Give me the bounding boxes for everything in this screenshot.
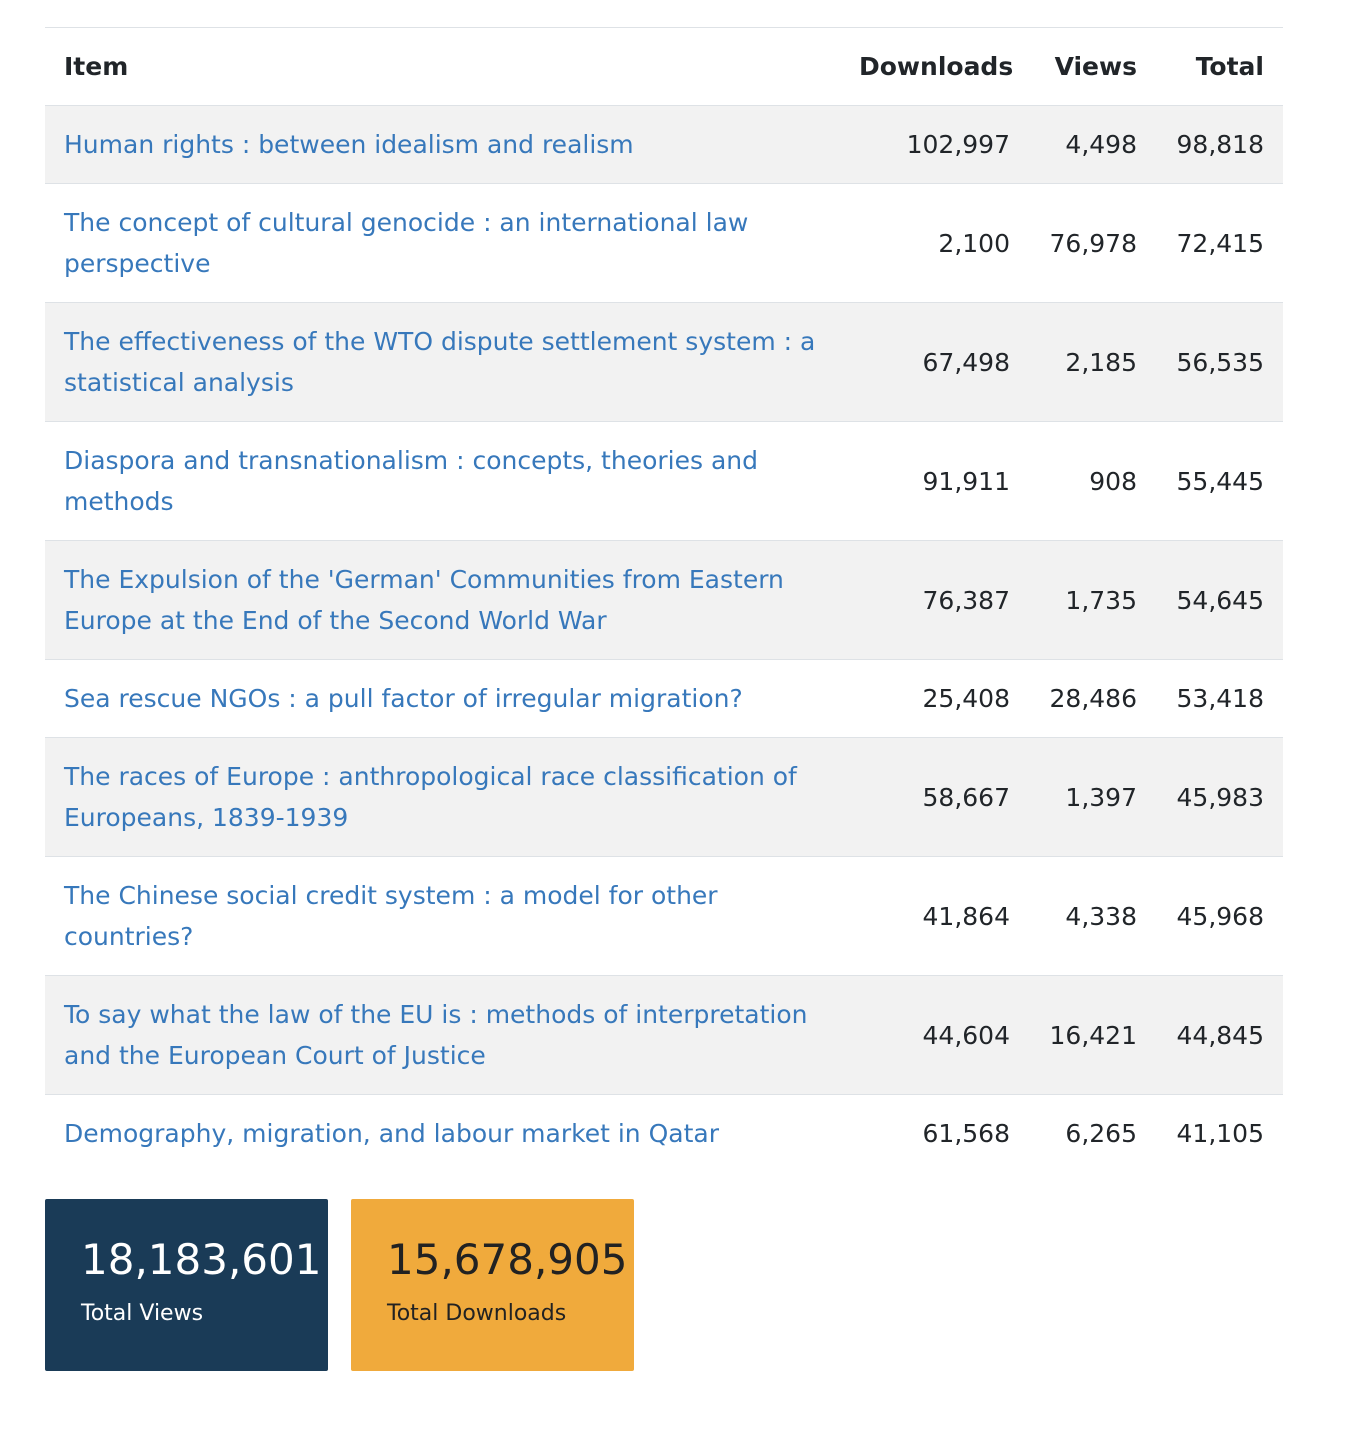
item-cell: The concept of cultural genocide : an in… <box>45 183 840 303</box>
downloads-cell: 61,568 <box>840 1094 1029 1172</box>
item-cell: The effectiveness of the WTO dispute set… <box>45 302 840 422</box>
total-views-value: 18,183,601 <box>81 1235 322 1284</box>
item-cell: To say what the law of the EU is : metho… <box>45 975 840 1095</box>
summary-cards: 18,183,601 Total Views 15,678,905 Total … <box>45 1199 634 1371</box>
item-title-link[interactable]: The races of Europe : anthropological ra… <box>64 762 797 832</box>
table-row: The races of Europe : anthropological ra… <box>45 737 1283 857</box>
item-title-link[interactable]: Diaspora and transnationalism : concepts… <box>64 446 758 516</box>
total-cell: 53,418 <box>1156 659 1283 738</box>
views-cell: 1,735 <box>1029 540 1156 660</box>
item-title-link[interactable]: Sea rescue NGOs : a pull factor of irreg… <box>64 684 743 713</box>
item-cell: The races of Europe : anthropological ra… <box>45 737 840 857</box>
item-title-link[interactable]: The Expulsion of the 'German' Communitie… <box>64 565 784 635</box>
table-row: Demography, migration, and labour market… <box>45 1094 1283 1172</box>
item-title-link[interactable]: The Chinese social credit system : a mod… <box>64 881 718 951</box>
total-cell: 44,845 <box>1156 975 1283 1095</box>
views-cell: 908 <box>1029 421 1156 541</box>
item-title-link[interactable]: To say what the law of the EU is : metho… <box>64 1000 808 1070</box>
table-row: Sea rescue NGOs : a pull factor of irreg… <box>45 659 1283 738</box>
table-row: The Chinese social credit system : a mod… <box>45 856 1283 976</box>
table-row: The Expulsion of the 'German' Communitie… <box>45 540 1283 660</box>
item-cell: Human rights : between idealism and real… <box>45 105 840 184</box>
column-header-downloads: Downloads <box>840 27 1029 106</box>
downloads-cell: 44,604 <box>840 975 1029 1095</box>
total-downloads-label: Total Downloads <box>387 1301 567 1326</box>
item-cell: The Expulsion of the 'German' Communitie… <box>45 540 840 660</box>
downloads-cell: 25,408 <box>840 659 1029 738</box>
total-cell: 45,983 <box>1156 737 1283 857</box>
stats-table: Item Downloads Views Total Human rights … <box>45 27 1283 1172</box>
total-downloads-card: 15,678,905 Total Downloads <box>351 1199 634 1371</box>
total-views-label: Total Views <box>81 1301 204 1326</box>
downloads-cell: 67,498 <box>840 302 1029 422</box>
item-title-link[interactable]: Human rights : between idealism and real… <box>64 130 634 159</box>
total-cell: 72,415 <box>1156 183 1283 303</box>
views-cell: 2,185 <box>1029 302 1156 422</box>
total-cell: 45,968 <box>1156 856 1283 976</box>
downloads-cell: 91,911 <box>840 421 1029 541</box>
table-row: To say what the law of the EU is : metho… <box>45 975 1283 1095</box>
total-cell: 98,818 <box>1156 105 1283 184</box>
views-cell: 76,978 <box>1029 183 1156 303</box>
column-header-item: Item <box>45 27 840 106</box>
downloads-cell: 58,667 <box>840 737 1029 857</box>
column-header-views: Views <box>1029 27 1156 106</box>
item-title-link[interactable]: Demography, migration, and labour market… <box>64 1119 719 1148</box>
table-row: Human rights : between idealism and real… <box>45 105 1283 184</box>
views-cell: 16,421 <box>1029 975 1156 1095</box>
table-row: The effectiveness of the WTO dispute set… <box>45 302 1283 422</box>
views-cell: 4,498 <box>1029 105 1156 184</box>
views-cell: 28,486 <box>1029 659 1156 738</box>
item-cell: The Chinese social credit system : a mod… <box>45 856 840 976</box>
total-cell: 54,645 <box>1156 540 1283 660</box>
item-title-link[interactable]: The effectiveness of the WTO dispute set… <box>64 327 816 397</box>
item-title-link[interactable]: The concept of cultural genocide : an in… <box>64 208 749 278</box>
item-cell: Sea rescue NGOs : a pull factor of irreg… <box>45 659 840 738</box>
downloads-cell: 102,997 <box>840 105 1029 184</box>
downloads-cell: 41,864 <box>840 856 1029 976</box>
views-cell: 4,338 <box>1029 856 1156 976</box>
table-row: Diaspora and transnationalism : concepts… <box>45 421 1283 541</box>
downloads-cell: 76,387 <box>840 540 1029 660</box>
total-cell: 55,445 <box>1156 421 1283 541</box>
views-cell: 1,397 <box>1029 737 1156 857</box>
item-cell: Demography, migration, and labour market… <box>45 1094 840 1172</box>
downloads-cell: 2,100 <box>840 183 1029 303</box>
total-cell: 56,535 <box>1156 302 1283 422</box>
stats-table-container: Item Downloads Views Total Human rights … <box>45 27 1283 1172</box>
table-row: The concept of cultural genocide : an in… <box>45 183 1283 303</box>
column-header-total: Total <box>1156 27 1283 106</box>
views-cell: 6,265 <box>1029 1094 1156 1172</box>
total-views-card: 18,183,601 Total Views <box>45 1199 328 1371</box>
total-downloads-value: 15,678,905 <box>387 1235 628 1284</box>
item-cell: Diaspora and transnationalism : concepts… <box>45 421 840 541</box>
total-cell: 41,105 <box>1156 1094 1283 1172</box>
table-header-row: Item Downloads Views Total <box>45 27 1283 106</box>
